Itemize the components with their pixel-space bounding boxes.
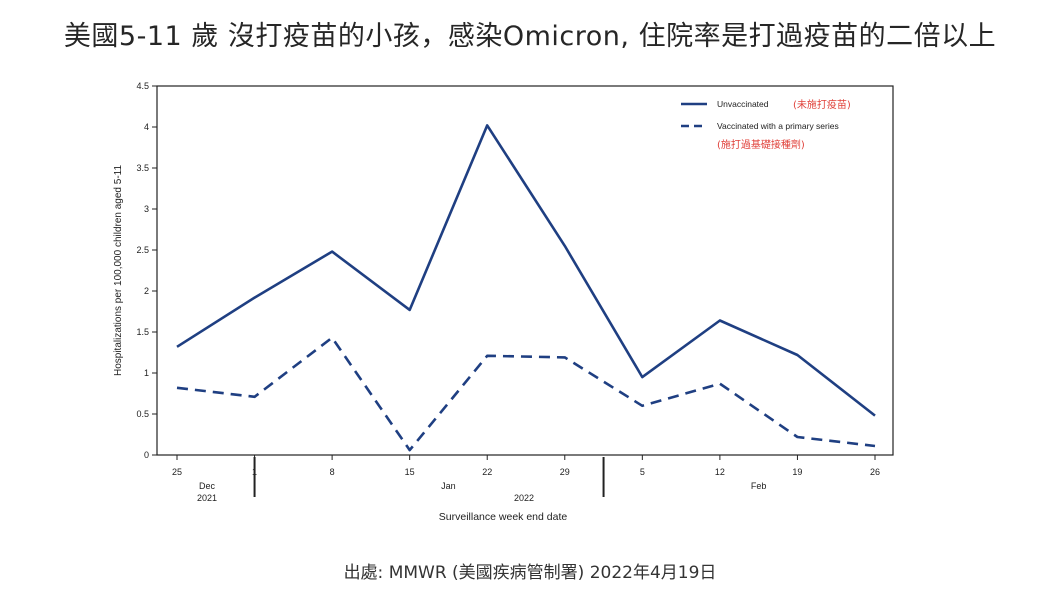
x-axis-label: Surveillance week end date: [439, 511, 568, 523]
series-line-unvaccinated: [176, 124, 876, 417]
legend-label-vaccinated: Vaccinated with a primary series: [717, 121, 839, 131]
legend-note-vaccinated: (施打過基礎接種劑): [717, 138, 805, 151]
x-tick-label: 5: [640, 467, 645, 477]
axes: 0 0.5 1 1.5 2 2.5 3 3.5 4 4.5 Hospitalizations per…: [113, 81, 894, 523]
month-label: Feb: [751, 481, 767, 491]
plot-frame: [156, 85, 894, 456]
source-caption: 出處: MMWR (美國疾病管制署) 2022年4月19日: [343, 563, 717, 583]
x-tick-label: 8: [330, 467, 335, 477]
series-group: [176, 124, 876, 452]
y-axis-label: Hospitalizations per 100,000 children ag…: [113, 165, 124, 377]
y-tick-label: 3: [144, 204, 149, 214]
year-label: 2022: [514, 493, 534, 503]
x-tick-label: 19: [792, 467, 802, 477]
legend-label-unvaccinated: Unvaccinated: [717, 99, 769, 109]
x-tick-label: 12: [715, 467, 725, 477]
y-tick-label: 0.5: [136, 409, 149, 419]
y-tick-label: 0: [144, 450, 149, 460]
x-tick-label: 15: [405, 467, 415, 477]
y-tick-label: 3.5: [136, 163, 149, 173]
x-tick-label: 26: [870, 467, 880, 477]
slide-title: 美國5-11 歲 沒打疫苗的小孩，感染Omicron, 住院率是打過疫苗的二倍以…: [63, 21, 997, 52]
y-tick-label: 4.5: [136, 81, 149, 91]
y-tick-label: 4: [144, 122, 149, 132]
series-line-vaccinated: [176, 336, 876, 452]
y-tick-label: 2.5: [136, 245, 149, 255]
hospitalization-line-chart: 0 0.5 1 1.5 2 2.5 3 3.5 4 4.5 Hospitalizations per…: [113, 81, 894, 523]
month-year-label: 2021: [197, 493, 217, 503]
legend-note-unvaccinated: (未施打疫苗): [793, 98, 851, 111]
legend: Unvaccinated Vaccinated with a primary se…: [681, 98, 851, 151]
x-tick-label: 25: [172, 467, 182, 477]
y-tick-label: 1: [144, 368, 149, 378]
y-tick-label: 1.5: [136, 327, 149, 337]
y-tick-label: 2: [144, 286, 149, 296]
month-label: Jan: [441, 481, 456, 491]
x-tick-label: 22: [482, 467, 492, 477]
month-label: Dec: [199, 481, 216, 491]
x-tick-label: 29: [560, 467, 570, 477]
